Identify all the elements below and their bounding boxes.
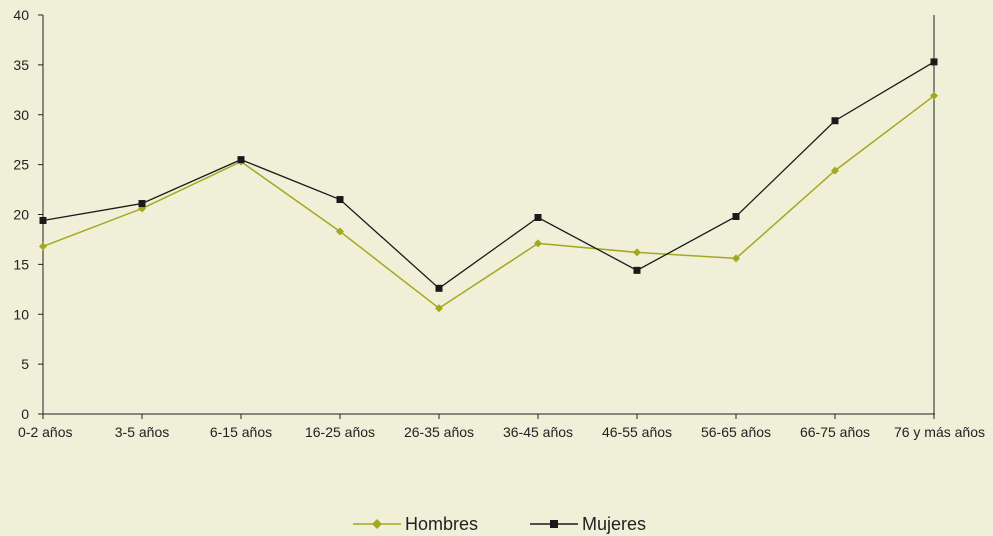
x-tick-label: 66-75 años xyxy=(800,424,870,440)
data-point xyxy=(39,242,47,251)
data-point xyxy=(633,248,641,257)
data-point xyxy=(930,58,938,66)
legend-item-mujeres: Mujeres xyxy=(530,514,646,534)
data-point xyxy=(732,212,740,220)
data-point xyxy=(435,284,443,292)
series-mujeres xyxy=(39,58,938,292)
y-tick-label: 10 xyxy=(13,306,29,322)
legend-label: Mujeres xyxy=(582,514,646,534)
x-tick-label: 46-55 años xyxy=(602,424,672,440)
legend-label: Hombres xyxy=(405,514,478,534)
series-line xyxy=(42,95,935,310)
y-tick-label: 15 xyxy=(13,256,29,272)
x-tick-label: 0-2 años xyxy=(18,424,72,440)
x-tick-label: 3-5 años xyxy=(115,424,169,440)
data-point xyxy=(138,200,146,208)
x-tick-label: 26-35 años xyxy=(404,424,474,440)
x-tick-label: 16-25 años xyxy=(305,424,375,440)
data-point xyxy=(336,196,344,204)
y-tick-label: 0 xyxy=(21,406,29,422)
data-point xyxy=(39,216,47,224)
x-tick-label: 36-45 años xyxy=(503,424,573,440)
x-tick-label: 6-15 años xyxy=(210,424,272,440)
legend: Hombres Mujeres xyxy=(353,514,646,534)
data-point xyxy=(633,266,641,274)
data-point xyxy=(534,213,542,221)
legend-marker xyxy=(550,520,558,528)
axes xyxy=(42,15,935,415)
y-tick-label: 30 xyxy=(13,107,29,123)
y-tick-label: 20 xyxy=(13,207,29,223)
data-point xyxy=(534,239,542,248)
series-lines xyxy=(39,58,938,313)
y-ticks: 0 5 10 15 20 25 30 35 40 xyxy=(13,7,43,422)
y-tick-label: 40 xyxy=(13,7,29,23)
series-hombres xyxy=(39,91,938,313)
y-tick-label: 35 xyxy=(13,57,29,73)
data-point xyxy=(237,156,245,164)
data-point xyxy=(930,91,938,100)
legend-marker xyxy=(372,519,382,529)
data-point xyxy=(336,227,344,236)
y-tick-label: 5 xyxy=(21,356,29,372)
x-tick-label: 56-65 años xyxy=(701,424,771,440)
data-point xyxy=(435,304,443,313)
legend-item-hombres: Hombres xyxy=(353,514,478,534)
x-tick-label: 76 y más años xyxy=(894,424,985,440)
y-tick-label: 25 xyxy=(13,157,29,173)
data-point xyxy=(831,117,839,125)
data-point xyxy=(732,254,740,263)
data-point xyxy=(831,166,839,175)
x-ticks: 0-2 años 3-5 años 6-15 años 16-25 años 26-35… xyxy=(18,414,985,440)
series-line xyxy=(42,61,935,290)
